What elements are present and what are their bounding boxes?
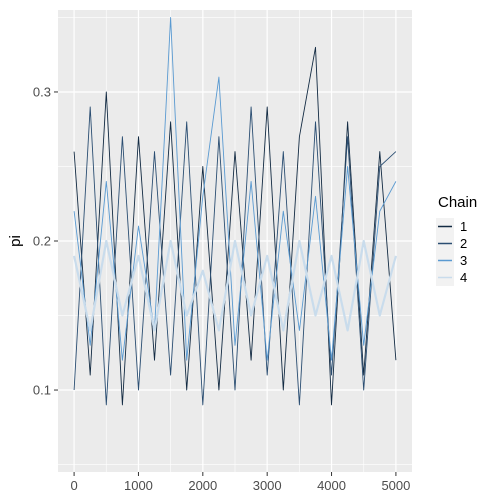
series-line-chain-4 xyxy=(73,239,397,332)
y-axis: 0.1 0.2 0.3 xyxy=(33,84,58,398)
legend-label-3: 3 xyxy=(460,253,467,268)
y-tick-label: 0.3 xyxy=(33,84,51,99)
series-layer xyxy=(73,17,397,406)
x-tick-label: 4000 xyxy=(317,478,346,493)
series-line-chain-3 xyxy=(73,17,397,361)
legend-title: Chain xyxy=(438,194,477,211)
series-line-chain-2 xyxy=(73,106,397,406)
y-tick-label: 0.1 xyxy=(33,383,51,398)
y-tick-label: 0.2 xyxy=(33,234,51,249)
legend-label-4: 4 xyxy=(460,270,467,285)
x-axis: 0 1000 2000 3000 4000 5000 xyxy=(70,472,410,493)
x-tick-label: 1000 xyxy=(124,478,153,493)
x-tick-label: 2000 xyxy=(188,478,217,493)
x-tick-label: 5000 xyxy=(381,478,410,493)
legend-label-2: 2 xyxy=(460,236,467,251)
x-tick-label: 0 xyxy=(70,478,77,493)
y-axis-title: pi xyxy=(7,235,24,247)
x-tick-label: 3000 xyxy=(253,478,282,493)
legend-label-1: 1 xyxy=(460,219,467,234)
legend: Chain 1 2 3 4 xyxy=(436,194,477,286)
